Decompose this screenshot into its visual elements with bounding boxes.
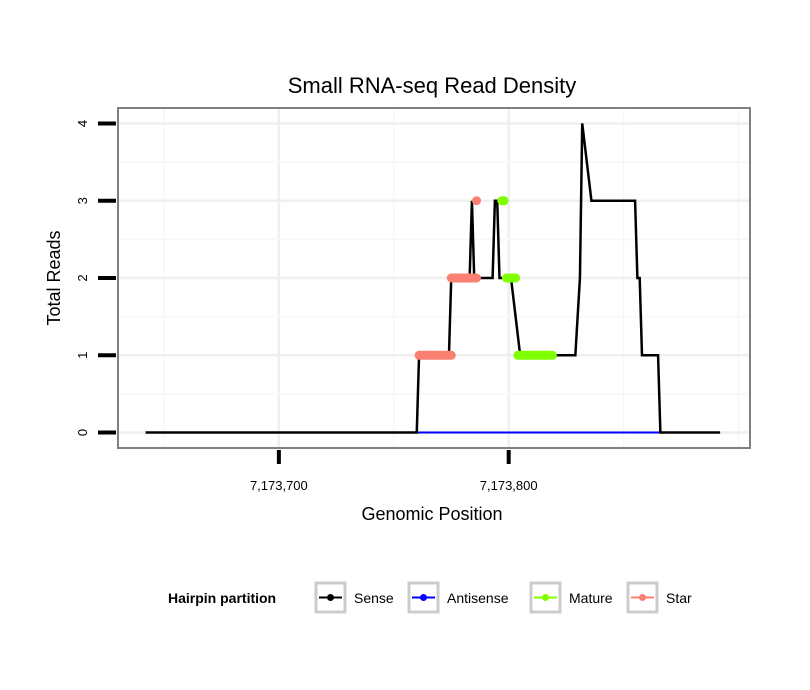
y-axis: 0 1 2 3 4 [75,120,116,436]
legend-key-point [420,594,427,601]
x-axis: 7,173,700 7,173,800 [250,450,538,493]
y-tick-label: 2 [75,274,90,281]
legend-key-point [327,594,334,601]
legend-title: Hairpin partition [168,590,276,606]
legend-label-mature: Mature [569,590,613,606]
legend-label-star: Star [666,590,692,606]
y-axis-title: Total Reads [44,230,64,325]
y-tick-label: 4 [75,120,90,127]
legend-item-star: Star [626,581,692,614]
series-layer [145,123,721,434]
x-tick-label: 7,173,800 [480,478,538,493]
legend: Hairpin partition Sense Antisense Mature St… [168,581,692,614]
grid-lines [118,108,750,448]
x-tick-label: 7,173,700 [250,478,308,493]
plot-panel [117,107,751,449]
legend-key-point [542,594,549,601]
legend-label-antisense: Antisense [447,590,509,606]
chart-title: Small RNA-seq Read Density [288,73,577,98]
legend-item-antisense: Antisense [407,581,509,614]
legend-label-sense: Sense [354,590,394,606]
x-axis-title: Genomic Position [361,504,502,524]
panel-border [117,107,751,449]
legend-key-point [639,594,646,601]
y-tick-label: 1 [75,352,90,359]
legend-item-mature: Mature [529,581,613,614]
y-tick-label: 3 [75,197,90,204]
legend-key-box [314,581,347,614]
y-tick-label: 0 [75,429,90,436]
legend-item-sense: Sense [314,581,394,614]
